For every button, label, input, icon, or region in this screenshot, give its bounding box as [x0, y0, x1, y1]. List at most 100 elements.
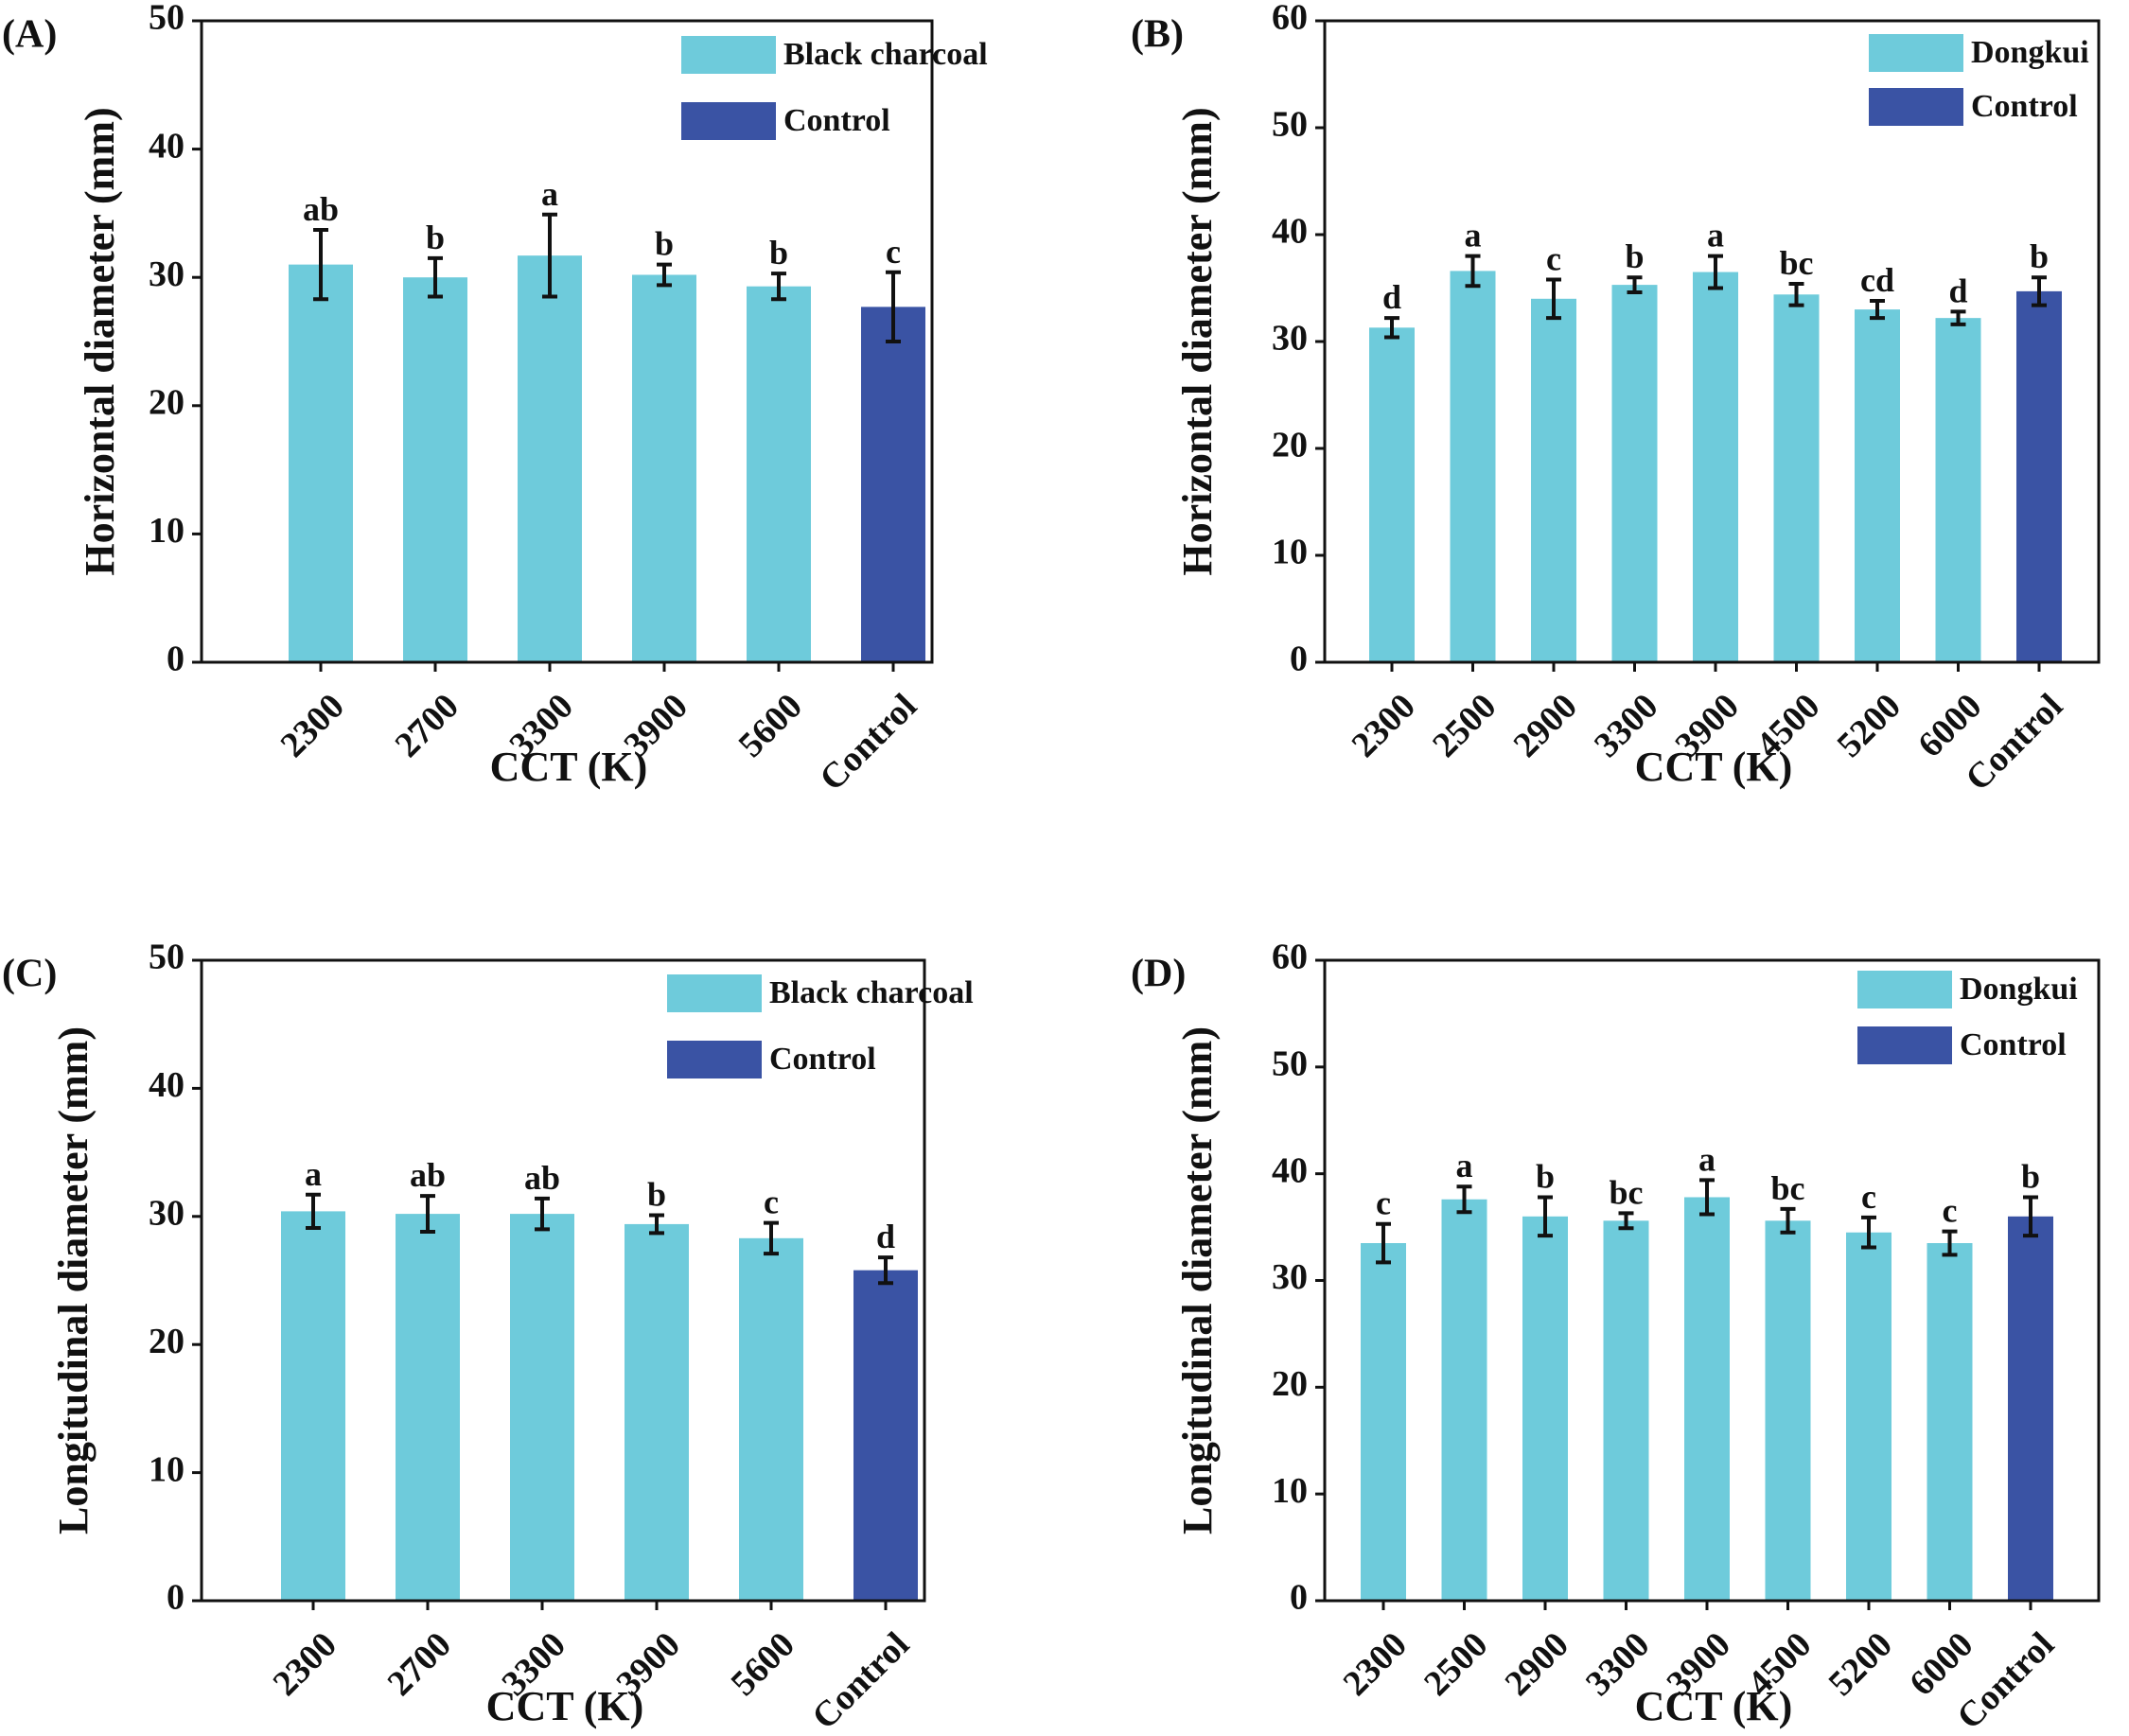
y-tick-label: 0	[1290, 640, 1308, 679]
significance-letter: ab	[410, 1156, 446, 1194]
y-tick-label: 10	[149, 1449, 185, 1489]
significance-letter: d	[876, 1218, 895, 1255]
y-tick-label: 0	[167, 1578, 185, 1618]
x-tick-label: 5200	[1830, 686, 1909, 764]
significance-letter: d	[1948, 272, 1967, 309]
x-tick-label: 5200	[1821, 1624, 1900, 1703]
y-tick-label: 0	[1290, 1578, 1308, 1618]
y-tick-label: 10	[1272, 533, 1308, 572]
bar-3300	[518, 255, 582, 662]
significance-letter: d	[1382, 278, 1401, 316]
significance-letter: bc	[1610, 1173, 1644, 1211]
legend-swatch	[681, 36, 776, 74]
y-axis-title: Longitudinal diameter (mm)	[1174, 1026, 1221, 1534]
x-tick-label: 2500	[1416, 1624, 1495, 1703]
bar-5200	[1846, 1232, 1891, 1601]
y-tick-label: 20	[149, 383, 185, 423]
bar-2700	[403, 277, 467, 662]
error-bar	[771, 272, 786, 302]
significance-letter: b	[769, 234, 788, 272]
error-bar	[2023, 1195, 2038, 1238]
y-axis-title: Horizontal diameter (mm)	[77, 107, 123, 575]
panel-label: (A)	[2, 13, 57, 57]
error-bar	[1780, 1206, 1796, 1235]
bar-5600	[739, 1237, 803, 1601]
error-bar	[1950, 309, 1966, 326]
bar-2300	[289, 264, 353, 662]
y-tick-label: 20	[149, 1322, 185, 1361]
legend-label: Dongkui	[1960, 972, 2078, 1007]
bar-control	[861, 307, 925, 662]
significance-letter: c	[1546, 239, 1561, 277]
y-tick-label: 30	[149, 254, 185, 294]
y-axis-title: Longitudinal diameter (mm)	[50, 1026, 97, 1534]
y-tick-label: 50	[149, 938, 185, 977]
chart-panel-a: (A)ab2300b2700a3300b3900b5600cControl010…	[2, 0, 988, 798]
y-tick-label: 50	[1272, 105, 1308, 145]
error-bar	[1538, 1195, 1553, 1238]
x-tick-label: 2900	[1506, 686, 1585, 764]
chart-panel-c: (C)a2300ab2700ab3300b3900c5600dControl01…	[2, 938, 974, 1736]
legend-label: Control	[783, 103, 890, 138]
significance-letter: bc	[1771, 1169, 1805, 1207]
significance-letter: a	[1465, 217, 1482, 254]
significance-letter: a	[305, 1155, 322, 1193]
legend-label: Dongkui	[1971, 35, 2089, 70]
significance-letter: b	[426, 219, 445, 256]
error-bar	[1627, 275, 1643, 295]
error-bar	[657, 262, 672, 288]
significance-letter: c	[1943, 1192, 1958, 1230]
x-axis-title: CCT (K)	[1635, 744, 1793, 790]
y-tick-label: 10	[149, 511, 185, 551]
legend-label: Black charcoal	[769, 975, 974, 1010]
x-tick-label: 5600	[731, 686, 810, 764]
y-tick-label: 10	[1272, 1471, 1308, 1511]
error-bar	[878, 1255, 893, 1286]
y-tick-label: 30	[1272, 1257, 1308, 1297]
x-tick-label: 2700	[388, 686, 466, 764]
y-tick-label: 40	[1272, 1150, 1308, 1190]
legend: Black charcoal Control	[667, 974, 974, 1078]
y-tick-label: 20	[1272, 426, 1308, 465]
y-tick-label: 40	[149, 126, 185, 166]
legend-swatch	[667, 1041, 762, 1078]
significance-letter: c	[1376, 1184, 1391, 1222]
bar-4500	[1765, 1220, 1811, 1601]
x-tick-label: 2900	[1498, 1624, 1576, 1703]
significance-letter: b	[1536, 1157, 1555, 1195]
error-bar	[313, 228, 328, 302]
bar-3900	[632, 274, 696, 662]
bar-3300	[1603, 1220, 1649, 1601]
bar-4500	[1773, 294, 1820, 662]
error-bar	[1861, 1215, 1876, 1250]
significance-letter: c	[1861, 1178, 1876, 1216]
bar-control	[2016, 290, 2062, 662]
significance-letter: a	[1698, 1140, 1716, 1178]
bar-2300	[1369, 327, 1415, 662]
x-tick-label: Control	[812, 686, 924, 798]
y-tick-label: 50	[1272, 1044, 1308, 1084]
y-tick-label: 50	[149, 0, 185, 38]
x-tick-label: 2300	[1345, 686, 1423, 764]
bar-6000	[1927, 1243, 1973, 1601]
error-bar	[1384, 316, 1399, 340]
legend-swatch	[1869, 34, 1963, 72]
error-bar	[1618, 1211, 1634, 1231]
error-bar	[1699, 1178, 1715, 1217]
error-bar	[1456, 1184, 1472, 1215]
y-tick-label: 0	[167, 640, 185, 679]
legend: Black charcoal Control	[681, 36, 988, 140]
error-bar	[886, 270, 901, 343]
x-tick-label: 2500	[1425, 686, 1504, 764]
y-tick-label: 20	[1272, 1364, 1308, 1404]
x-tick-label: Control	[804, 1624, 917, 1736]
x-tick-label: 2300	[1336, 1624, 1415, 1703]
plot-frame	[200, 19, 934, 664]
significance-letter: b	[2030, 237, 2049, 275]
x-tick-label: 2300	[266, 1624, 344, 1703]
legend-label: Control	[1971, 89, 2078, 124]
error-bar	[1546, 277, 1561, 321]
y-tick-label: 60	[1272, 0, 1308, 38]
error-bar	[1708, 254, 1723, 290]
